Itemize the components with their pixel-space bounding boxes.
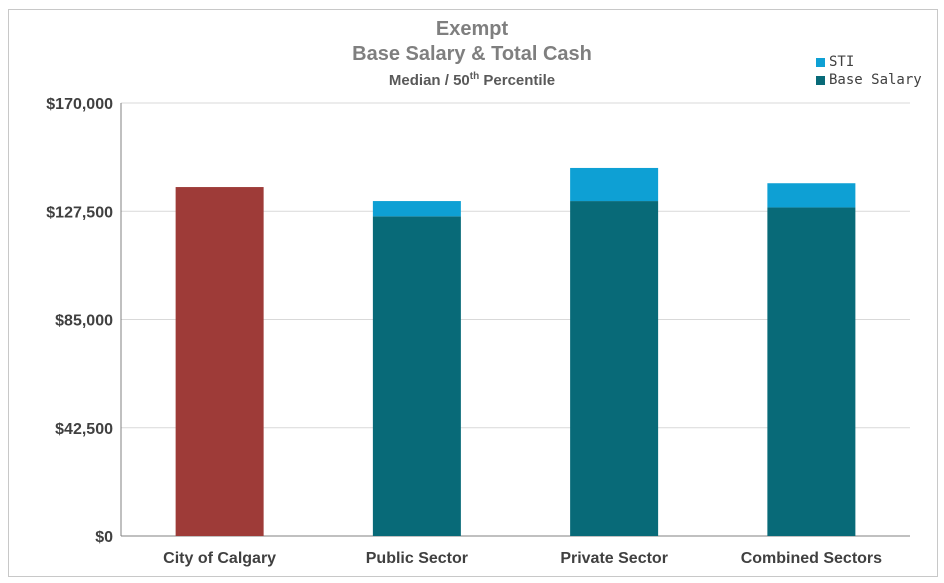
- chart-title: Exempt: [435, 18, 509, 40]
- legend-swatch-sti: [816, 57, 825, 67]
- x-category-label: Private Sector: [560, 550, 668, 567]
- y-tick-label: $0: [95, 529, 113, 546]
- legend-label-base-salary: Base Salary: [829, 72, 922, 88]
- y-tick-label: $170,000: [46, 96, 113, 113]
- legend-swatch-base-salary: [816, 75, 825, 85]
- bar-sti: [372, 201, 461, 217]
- y-tick-label: $127,500: [46, 204, 113, 221]
- x-category-label: Public Sector: [366, 550, 468, 567]
- x-category-label: Combined Sectors: [741, 550, 882, 567]
- y-tick-label: $42,500: [55, 421, 113, 438]
- bar-sti: [767, 183, 856, 208]
- legend-item-sti: STI: [816, 54, 854, 70]
- bar-base-salary: [570, 201, 659, 536]
- bar-base-salary: [767, 207, 856, 536]
- subtitle-percentile-tail: Percentile: [479, 72, 556, 89]
- legend-item-base-salary: Base Salary: [816, 72, 922, 88]
- chart-subtitle: Base Salary & Total Cash: [352, 43, 592, 65]
- legend-label-sti: STI: [829, 54, 855, 70]
- subtitle-percentile-text: Median / 50: [388, 72, 470, 89]
- chart-subtitle-percentile: Median / 50th Percentile: [0, 71, 944, 89]
- y-tick-label: $85,000: [55, 313, 113, 330]
- bar-base-salary: [175, 187, 264, 536]
- x-category-label: City of Calgary: [163, 550, 276, 567]
- subtitle-percentile-sup: th: [469, 71, 480, 82]
- bar-base-salary: [372, 216, 461, 536]
- bar-sti: [570, 167, 659, 202]
